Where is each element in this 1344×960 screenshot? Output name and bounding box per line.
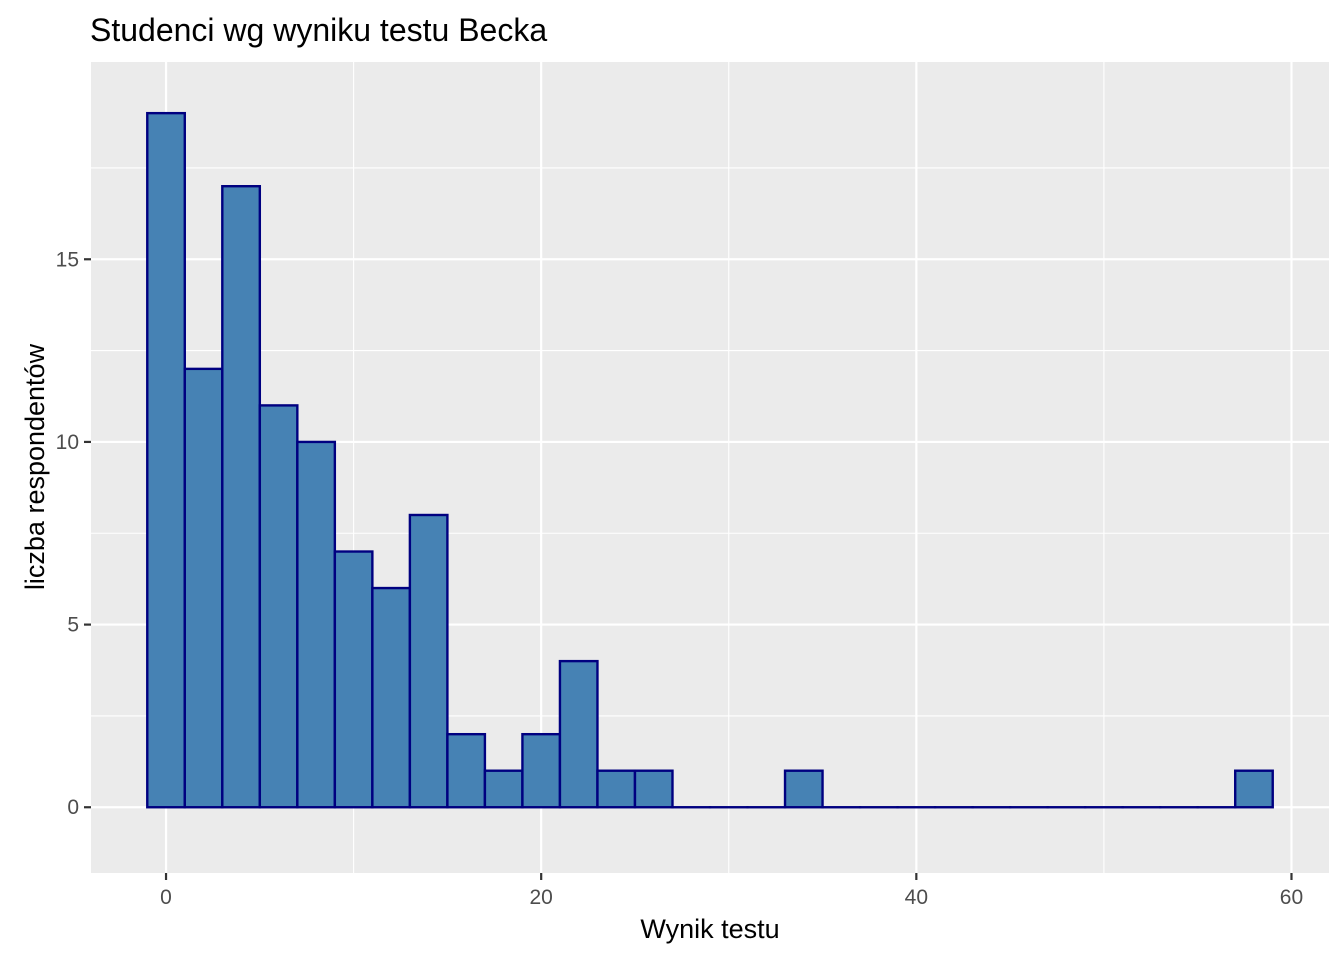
y-tick-label: 15 xyxy=(56,248,79,271)
histogram-bar xyxy=(183,367,224,809)
histogram-bar xyxy=(221,185,262,809)
histogram-bar xyxy=(596,769,637,809)
histogram-bar xyxy=(408,513,449,809)
x-axis-title: Wynik testu xyxy=(640,914,779,944)
y-tick-label: 0 xyxy=(67,796,79,819)
histogram-bar xyxy=(446,732,487,809)
histogram-bar xyxy=(146,111,186,809)
histogram-bar xyxy=(333,550,374,809)
histogram-bar xyxy=(296,440,337,809)
histogram-bar xyxy=(633,769,674,809)
histogram-bar xyxy=(558,659,599,809)
histogram-bar xyxy=(1234,769,1274,809)
y-axis-title: liczba respondentów xyxy=(20,343,50,590)
x-axis: 0 20 40 60 xyxy=(160,873,1303,909)
x-tick-label: 60 xyxy=(1280,886,1303,909)
x-tick-label: 40 xyxy=(905,886,928,909)
histogram-bars xyxy=(146,111,1274,809)
y-tick-label: 5 xyxy=(67,614,79,637)
histogram-bar xyxy=(258,404,299,809)
histogram-bar xyxy=(521,732,562,809)
x-tick-label: 0 xyxy=(160,886,172,909)
chart-title: Studenci wg wyniku testu Becka xyxy=(90,12,547,48)
histogram-bar xyxy=(371,586,412,809)
histogram-bar xyxy=(483,769,524,809)
y-tick-label: 10 xyxy=(56,431,79,454)
histogram-bar xyxy=(783,769,824,809)
y-axis: 0 5 10 15 xyxy=(56,248,91,819)
x-tick-label: 20 xyxy=(530,886,553,909)
